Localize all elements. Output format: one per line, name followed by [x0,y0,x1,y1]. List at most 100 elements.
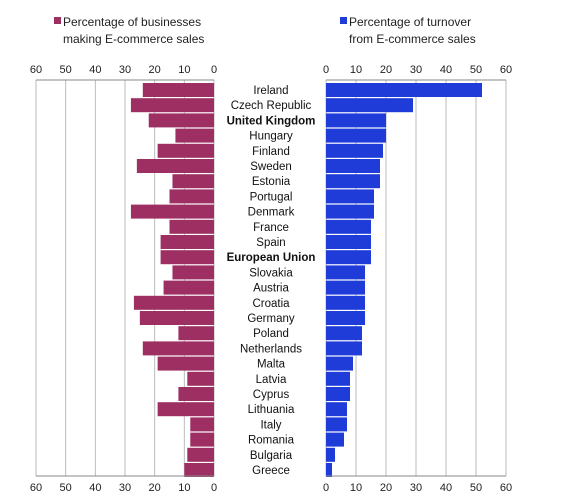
category-label: Cyprus [253,389,290,401]
category-label: Portugal [250,191,293,203]
left-tick-label-bottom: 10 [178,482,190,494]
right-tick-label-bottom: 20 [380,482,392,494]
right-bar [326,341,362,356]
right-bar [326,447,335,462]
left-bar [136,159,214,173]
category-label: Lithuania [248,404,295,416]
left-tick-label-bottom: 40 [89,482,101,494]
left-tick-label-bottom: 30 [119,482,131,494]
left-bar [172,174,214,189]
category-label: Slovakia [249,267,293,279]
category-label: Finland [252,146,290,158]
axis-layer: 60 50 40 30 20 10 0 0 10 20 30 40 50 60 60 50 40 30 20 10 0 0… [30,64,512,494]
left-bar [175,128,214,143]
category-label: Sweden [250,161,292,173]
right-tick-label-top: 10 [350,64,362,76]
left-bar [139,311,214,325]
category-label: Czech Republic [231,100,312,112]
right-bar [326,265,365,280]
category-label: Netherlands [240,343,302,355]
left-tick-label-top: 60 [30,64,42,76]
legend-left-line-2: making E-commerce sales [63,32,204,46]
right-tick-label-top: 50 [470,64,482,76]
right-bar [326,128,386,143]
right-bar [326,417,347,432]
right-tick-label-top: 30 [410,64,422,76]
category-label: Poland [253,328,289,340]
legend-right: Percentage of turnover from E-commerce s… [340,15,476,46]
left-tick-label-bottom: 50 [60,482,72,494]
left-bar [130,204,214,219]
left-tick-label-top: 20 [149,64,161,76]
right-bar [326,83,482,97]
right-bar [326,113,386,128]
left-tick-label-top: 10 [178,64,190,76]
legend-left-line-1: Percentage of businesses [63,15,201,29]
right-bar [326,159,380,173]
category-label: Denmark [248,207,295,219]
right-bar [326,250,371,265]
right-bar [326,204,374,219]
left-bar [160,250,214,265]
right-bar [326,98,413,113]
left-tick-label-top: 50 [60,64,72,76]
right-tick-label-bottom: 10 [350,482,362,494]
left-bar [157,402,214,417]
category-label: Romania [248,435,295,447]
legend-left-swatch [54,17,61,24]
category-label: Malta [257,359,286,371]
left-bar [178,387,214,401]
left-bar [187,371,214,386]
category-label: France [253,222,289,234]
category-label: Austria [253,283,289,295]
left-tick-label-top: 30 [119,64,131,76]
right-bar [326,280,365,295]
left-bar [163,280,214,295]
right-bar [326,387,350,401]
left-bar [190,417,214,432]
bars-layer [130,83,482,477]
right-bar [326,219,371,234]
right-tick-label-bottom: 40 [440,482,452,494]
category-label: Germany [247,313,295,325]
legend-right-swatch [340,17,347,24]
right-tick-label-top: 40 [440,64,452,76]
right-bar [326,326,362,341]
left-tick-label-bottom: 60 [30,482,42,494]
right-bar [326,463,332,477]
legend-right-line-1: Percentage of turnover [349,15,471,29]
right-tick-label-top: 0 [323,64,329,76]
legend-right-line-2: from E-commerce sales [349,32,476,46]
right-bar [326,235,371,249]
right-bar [326,402,347,417]
right-tick-label-bottom: 50 [470,482,482,494]
category-label: Croatia [252,298,290,310]
left-bar [133,295,214,310]
left-tick-label-bottom: 0 [211,482,217,494]
category-label: United Kingdom [227,115,316,127]
category-label: Spain [256,237,285,249]
left-bar [190,432,214,447]
left-bar [172,265,214,280]
right-tick-label-bottom: 0 [323,482,329,494]
left-bar [169,219,214,234]
category-label: Bulgaria [250,450,293,462]
left-bar [187,447,214,462]
right-bar [326,356,353,371]
right-bar [326,295,365,310]
category-label: European Union [227,252,316,264]
right-tick-label-bottom: 60 [500,482,512,494]
category-label: Estonia [252,176,291,188]
left-bar [142,341,214,356]
right-bar [326,174,380,189]
left-bar [157,143,214,158]
left-bar [130,98,214,113]
left-tick-label-top: 40 [89,64,101,76]
left-tick-label-bottom: 20 [149,482,161,494]
left-bar [157,356,214,371]
right-bar [326,311,365,325]
right-bar [326,371,350,386]
right-tick-label-top: 20 [380,64,392,76]
left-bar [169,189,214,204]
